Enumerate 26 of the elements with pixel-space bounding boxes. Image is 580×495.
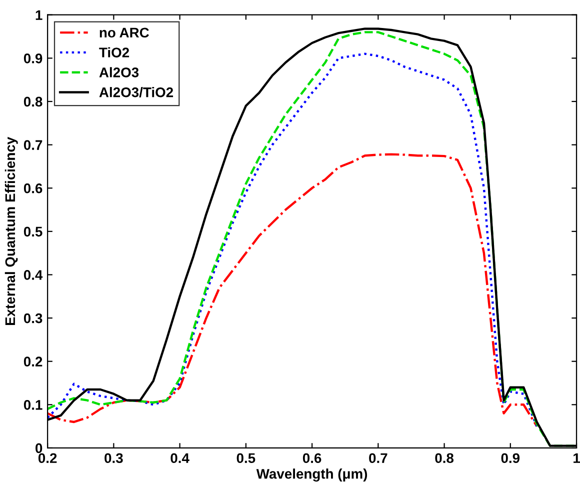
legend-label: TiO2 (99, 47, 130, 58)
y-tick-label: 0.6 (24, 183, 42, 194)
y-tick-label: 1 (36, 10, 42, 20)
y-tick-label: 0.2 (24, 356, 42, 367)
x-tick-label: 0.7 (369, 453, 388, 464)
x-tick-label: 0.9 (501, 453, 520, 464)
y-tick-label: 0.7 (24, 140, 42, 150)
legend-label: Al2O3/TiO2 (99, 87, 174, 98)
y-tick-label: 0.8 (24, 96, 42, 107)
x-tick-label: 0.3 (104, 453, 123, 464)
legend-label: Al2O3 (99, 67, 139, 78)
x-tick-label: 0.4 (170, 453, 190, 464)
x-tick-label: 0.5 (236, 453, 256, 464)
x-tick-label: 0.6 (302, 453, 322, 464)
y-axis-title: External Quantum Efficiency (4, 136, 18, 326)
line-series (48, 153, 538, 428)
x-tick-label: 0.8 (435, 453, 454, 464)
x-tick-label: 1 (574, 453, 580, 463)
y-tick-label: 0.3 (24, 313, 42, 324)
legend-label: no ARC (100, 28, 149, 38)
y-tick-label: 0.9 (24, 53, 42, 64)
y-tick-label: 0 (36, 443, 42, 454)
y-tick-label: 0.1 (24, 400, 42, 410)
y-tick-label: 0.5 (24, 226, 42, 237)
x-axis-title: Wavelength (μm) (256, 468, 368, 482)
y-tick-label: 0.4 (24, 270, 43, 280)
